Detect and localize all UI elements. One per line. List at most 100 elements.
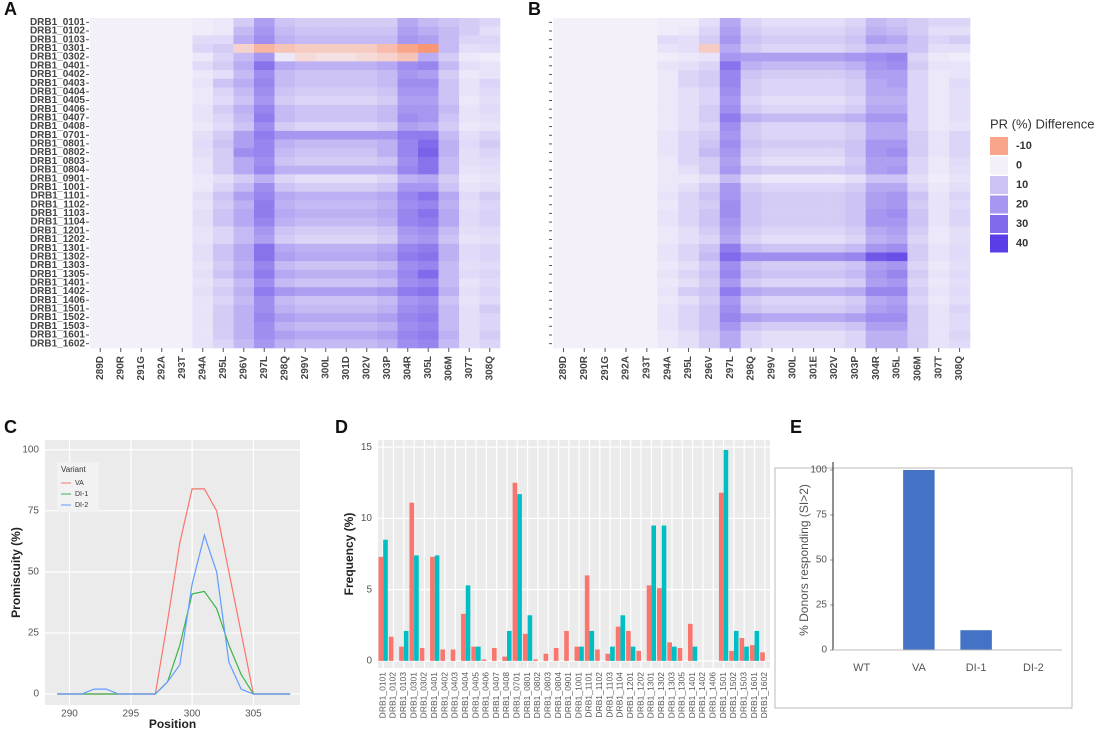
legend-swatch	[990, 137, 1008, 155]
heat-cell	[573, 191, 595, 201]
bar	[553, 648, 559, 661]
heat-cell	[844, 339, 867, 349]
column-label: 299V	[767, 356, 778, 380]
heat-cell	[438, 87, 460, 97]
heat-cell	[719, 70, 741, 80]
heat-cell	[459, 52, 480, 62]
heat-cell	[782, 148, 804, 158]
row-label: DRB1_1303	[30, 260, 85, 271]
heat-cell	[172, 165, 193, 175]
heat-cell	[315, 87, 337, 97]
heat-cell	[213, 209, 234, 219]
heat-cell	[397, 165, 419, 175]
heat-cell	[907, 243, 929, 253]
bar	[667, 642, 672, 661]
heat-cell	[274, 304, 296, 314]
bar	[677, 648, 683, 661]
heat-cell	[90, 96, 111, 106]
heat-cell	[719, 87, 741, 97]
heat-cell	[949, 278, 971, 288]
x-tick-label: DRB1_0302	[419, 672, 429, 719]
heat-cell	[865, 295, 887, 305]
heat-cell	[110, 52, 132, 62]
heat-cell	[719, 139, 741, 149]
heat-cell	[719, 96, 741, 106]
row-label: DRB1_1101	[31, 191, 86, 202]
heat-cell	[719, 130, 741, 140]
heat-cell	[459, 78, 480, 88]
heat-cell	[761, 96, 783, 106]
heat-cell	[761, 287, 783, 297]
heat-cell	[740, 130, 762, 140]
heat-cell	[192, 191, 214, 201]
heat-cell	[295, 209, 316, 219]
heat-cell	[803, 269, 825, 279]
heat-cell	[315, 287, 337, 297]
row-label: DRB1_1503	[30, 321, 85, 332]
heat-cell	[844, 174, 867, 184]
heat-cell	[295, 130, 316, 140]
heat-cell	[678, 243, 700, 253]
heat-cell	[886, 304, 908, 314]
row-label: DRB1_0407	[30, 113, 85, 124]
heat-cell	[356, 87, 378, 97]
heat-cell	[824, 87, 846, 97]
heat-cell	[615, 44, 637, 54]
heat-cell	[213, 26, 234, 36]
bar	[430, 556, 435, 661]
heat-cell	[151, 61, 173, 71]
heat-cell	[678, 165, 700, 175]
heat-cell	[151, 35, 173, 45]
heat-cell	[782, 35, 804, 45]
heat-cell	[356, 113, 378, 123]
heat-cell	[678, 183, 700, 192]
x-tick-label: WT	[853, 662, 870, 674]
heat-cell	[172, 52, 193, 62]
heat-cell	[740, 235, 762, 245]
heat-cell	[151, 174, 173, 184]
heat-cell	[678, 339, 700, 349]
heat-cell	[131, 44, 152, 54]
heat-cell	[295, 321, 316, 331]
y-axis-label: Frequency (%)	[342, 513, 356, 596]
heat-cell	[615, 165, 637, 175]
heat-cell	[698, 61, 721, 71]
heat-cell	[377, 130, 398, 140]
heat-cell	[151, 252, 173, 262]
heat-cell	[594, 200, 616, 210]
heat-cell	[90, 165, 111, 175]
heat-cell	[315, 261, 337, 271]
heat-cell	[553, 96, 575, 106]
heat-cell	[719, 191, 741, 201]
heat-cell	[151, 44, 173, 54]
x-tick-label: DRB1_0701	[512, 672, 522, 719]
heat-cell	[949, 18, 971, 27]
x-tick-label: DRB1_0401	[429, 672, 439, 719]
heat-cell	[192, 269, 214, 279]
heat-cell	[740, 304, 762, 314]
heat-cell	[233, 278, 255, 288]
heat-cell	[172, 235, 193, 245]
heat-cell	[928, 165, 950, 175]
heat-cell	[573, 18, 595, 27]
heat-cell	[928, 339, 950, 349]
heat-cell	[949, 339, 971, 349]
heat-cell	[719, 304, 741, 314]
heat-cell	[110, 148, 132, 158]
heat-cell	[865, 226, 887, 236]
heat-cell	[594, 78, 616, 88]
heat-cell	[356, 339, 378, 349]
heat-cell	[865, 269, 887, 279]
y-tick-label: 50	[816, 555, 828, 566]
heat-cell	[90, 226, 111, 236]
heat-cell	[213, 87, 234, 97]
heat-cell	[315, 156, 337, 166]
heat-cell	[886, 148, 908, 158]
heat-cell	[397, 287, 419, 297]
heat-cell	[110, 122, 132, 132]
bar	[579, 646, 584, 661]
heat-cell	[479, 174, 501, 184]
heat-cell	[192, 287, 214, 297]
heat-cell	[615, 35, 637, 45]
heat-cell	[418, 183, 439, 192]
